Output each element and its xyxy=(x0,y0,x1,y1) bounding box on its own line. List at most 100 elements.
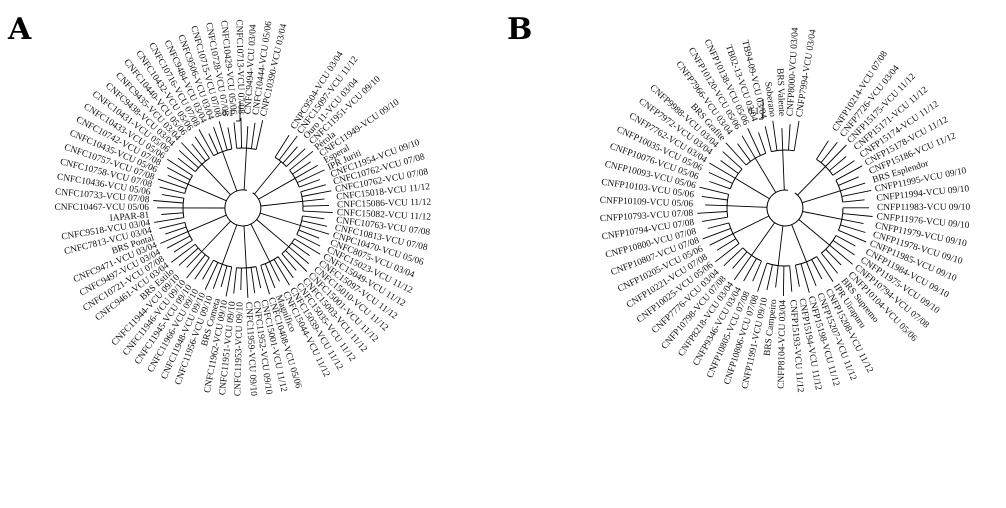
tree-branch xyxy=(743,258,757,282)
tree-branch xyxy=(709,233,734,246)
tree-branch xyxy=(220,265,228,288)
tree-branch xyxy=(166,235,191,249)
tree-branch xyxy=(781,128,784,151)
tree-branch xyxy=(250,267,256,294)
tree-branch xyxy=(201,163,232,196)
tree-branch xyxy=(757,262,768,292)
tree-branch xyxy=(838,176,859,186)
tree-branch xyxy=(277,256,294,279)
tree-branch xyxy=(166,167,191,181)
tree-branch xyxy=(194,257,210,280)
tree-branch xyxy=(292,161,311,175)
tree-branch xyxy=(733,255,752,281)
tree-branch xyxy=(752,260,762,282)
tree-branch xyxy=(187,183,227,202)
tree-branch xyxy=(789,265,793,292)
tree-branch xyxy=(793,121,800,151)
panel-b-scale-bar: 0.1 xyxy=(748,99,764,120)
tree-branch xyxy=(294,238,321,255)
tree-branch xyxy=(802,211,842,220)
tree-branch xyxy=(825,248,842,266)
tree-branch xyxy=(820,142,838,163)
clade-arc xyxy=(726,194,730,218)
panel-a-scale-bar: 0.1 xyxy=(222,101,241,122)
tree-branch xyxy=(800,263,810,293)
tree-branch xyxy=(178,247,199,266)
tree-branch xyxy=(202,259,214,280)
tree-branch xyxy=(707,222,730,229)
tree-branch xyxy=(835,235,856,247)
tree-branch xyxy=(734,177,770,200)
tree-branch xyxy=(775,265,779,288)
tree-branch xyxy=(829,156,847,172)
clade-arc xyxy=(766,189,804,227)
tree-branch xyxy=(240,267,242,291)
tree-branch xyxy=(289,150,314,171)
tree-branch xyxy=(250,122,256,149)
tree-branch xyxy=(171,243,196,263)
tree-branch xyxy=(699,186,729,195)
tree-branch xyxy=(159,221,185,230)
tree-branch xyxy=(294,165,318,179)
tree-branch xyxy=(825,144,847,167)
tree-branch xyxy=(840,224,866,233)
leaf-label: Soberano xyxy=(762,81,777,118)
tree-branch xyxy=(806,261,817,287)
tree-branch xyxy=(782,149,785,191)
leaf-label: CNFC15086-VCU 11/12 xyxy=(337,198,432,211)
tree-branch xyxy=(298,229,320,239)
panel-a-branches xyxy=(153,117,333,298)
tree-branch xyxy=(816,256,834,282)
tree-branch xyxy=(186,254,206,279)
tree-branch xyxy=(299,179,321,188)
tree-branch xyxy=(829,244,853,265)
tree-branch xyxy=(278,135,298,161)
tree-branch xyxy=(246,126,249,149)
panel-b-letter: B xyxy=(507,12,532,47)
tree-branch xyxy=(300,225,330,235)
tree-branch xyxy=(811,259,823,280)
tree-branch xyxy=(705,204,728,207)
tree-branch xyxy=(255,266,262,289)
tree-branch xyxy=(274,135,290,158)
tree-branch xyxy=(832,240,855,256)
tree-branch xyxy=(222,151,238,192)
tree-branch xyxy=(273,259,290,286)
clade-arc xyxy=(745,152,766,166)
tree-branch xyxy=(777,225,784,266)
tree-branch xyxy=(173,239,193,253)
tree-branch xyxy=(832,160,855,176)
tree-branch xyxy=(788,124,791,151)
tree-branch xyxy=(697,211,728,214)
tree-branch xyxy=(213,127,223,152)
tree-branch xyxy=(288,246,309,264)
tree-branch xyxy=(282,146,298,164)
tree-branch xyxy=(302,210,333,214)
tree-branch xyxy=(840,182,866,192)
tree-branch xyxy=(302,204,330,207)
panel-a-scale-label: 0.1 xyxy=(222,108,233,118)
tree-branch xyxy=(194,136,210,159)
clade-arc xyxy=(742,247,762,262)
tree-branch xyxy=(701,195,728,201)
tree-branch xyxy=(726,205,768,208)
clade-arc xyxy=(184,175,193,194)
tree-branch xyxy=(160,231,189,244)
tree-branch xyxy=(732,251,748,269)
tree-branch xyxy=(250,223,271,262)
tree-branch xyxy=(167,158,193,176)
tree-branch xyxy=(709,181,731,190)
tree-branch xyxy=(153,200,184,204)
tree-branch xyxy=(821,252,839,274)
tree-branch xyxy=(838,229,867,243)
tree-branch xyxy=(302,215,325,220)
tree-branch xyxy=(243,148,247,191)
tree-branch xyxy=(221,224,238,265)
tree-branch xyxy=(225,266,233,297)
tree-branch xyxy=(198,129,214,156)
leaf-label: CNFP8104-VCU 03/04 xyxy=(777,300,789,389)
tree-branch xyxy=(186,251,203,268)
tree-branch xyxy=(204,262,219,290)
